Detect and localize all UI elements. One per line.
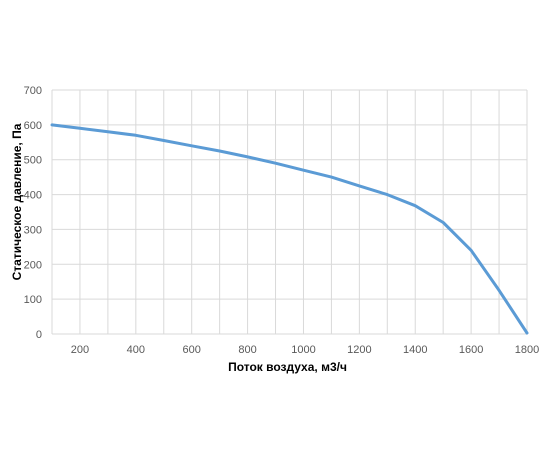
y-tick-label: 300 [24,224,42,236]
y-tick-label: 700 [24,85,42,97]
grid-layer [51,89,528,335]
x-tick-label: 1400 [403,344,427,356]
y-axis-title: Статическое давление, Па [10,123,24,280]
x-tick-label: 1000 [291,344,315,356]
y-tick-labels: 0 100 200 300 400 500 600 700 [24,85,42,341]
x-tick-label: 1600 [459,344,483,356]
y-tick-label: 500 [24,155,42,167]
y-tick-label: 400 [24,190,42,202]
x-tick-label: 200 [71,344,89,356]
x-tick-label: 1800 [515,344,539,356]
y-tick-label: 100 [24,294,42,306]
x-tick-labels: 200 400 600 800 1000 1200 1400 1600 1800 [71,344,539,356]
series-line [50,123,529,335]
x-tick-label: 400 [127,344,145,356]
x-tick-label: 1200 [347,344,371,356]
y-tick-label: 0 [36,329,42,341]
x-tick-label: 800 [238,344,256,356]
x-tick-label: 600 [183,344,201,356]
x-axis-title: Поток воздуха, м3/ч [228,360,347,374]
series-layer [50,123,529,335]
y-tick-label: 600 [24,120,42,132]
y-tick-label: 200 [24,259,42,271]
